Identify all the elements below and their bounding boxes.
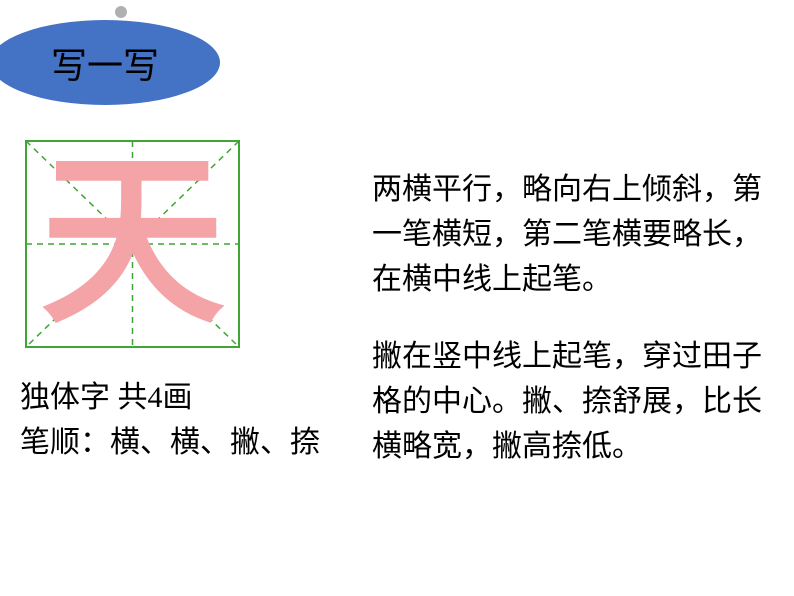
stroke-order: 笔顺：横、横、撇、捺	[20, 420, 360, 465]
description-para1: 两横平行，略向右上倾斜，第一笔横短，第二笔横要略长，在横中线上起笔。	[372, 167, 772, 302]
practice-grid: 天	[25, 140, 240, 348]
character-glyph: 天	[25, 140, 240, 348]
character-info: 独体字 共4画 笔顺：横、横、撇、捺	[20, 375, 360, 465]
description-text: 两横平行，略向右上倾斜，第一笔横短，第二笔横要略长，在横中线上起笔。 撇在竖中线…	[372, 167, 772, 469]
title-ellipse: 写一写	[0, 20, 220, 105]
stroke-order-label: 笔顺：	[20, 426, 110, 459]
description-para2: 撇在竖中线上起笔，穿过田子格的中心。撇、捺舒展，比长横略宽，撇高捺低。	[372, 334, 772, 469]
stroke-order-value: 横、横、撇、捺	[110, 426, 320, 459]
structure-info: 独体字 共4画	[20, 375, 360, 420]
title-text: 写一写	[51, 37, 159, 89]
decoration-dot	[115, 6, 127, 18]
